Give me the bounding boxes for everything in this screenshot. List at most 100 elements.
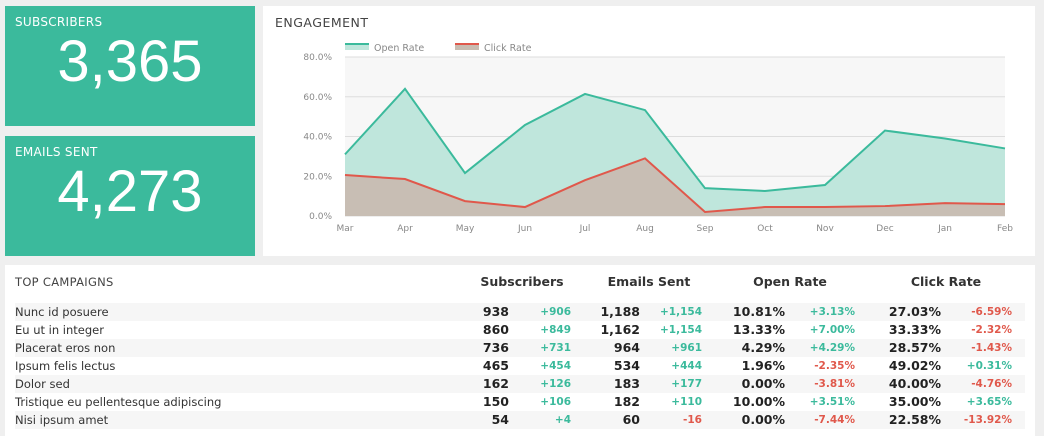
emails-sent-value: 4,273 [57,159,203,224]
emails-sent-label: EMAILS SENT [15,145,98,159]
chart-title: ENGAGEMENT [275,15,369,30]
subscribers-tile: SUBSCRIBERS 3,365 [5,6,255,126]
subscribers: 860 [482,322,509,337]
table-row[interactable]: Ipsum felis lectus 465 +454 534 +444 1.96% -2.… [15,357,1025,375]
table-row[interactable]: Nunc id posuere 938 +906 1,188 +1,154 10.81% +… [15,303,1025,321]
click-rate: 40.00% [888,376,941,391]
x-tick-label: Oct [757,224,773,234]
table-row[interactable]: Nisi ipsum amet 54 +4 60 -16 0.00% -7.44% 22.58… [15,411,1025,429]
click-rate-delta: -4.76% [971,378,1012,390]
x-tick-label: Jun [517,224,532,234]
emails-sent-delta: +1,154 [659,306,702,318]
open-rate: 10.81% [732,304,785,319]
emails-sent-delta: -16 [683,414,702,426]
header-open-rate[interactable]: Open Rate [753,274,827,289]
subscribers: 465 [482,358,509,373]
x-tick-label: Feb [997,224,1013,234]
y-tick-label: 40.0% [303,133,332,143]
emails-sent: 1,188 [600,304,640,319]
engagement-chart-card: ENGAGEMENT 0.0% 20.0% 40.0% 60.0% 80.0% Mar Ap… [263,6,1035,256]
subscribers: 938 [482,304,509,319]
campaign-name: Ipsum felis lectus [15,359,116,373]
open-rate-delta: +3.51% [809,396,855,408]
open-rate: 0.00% [741,412,785,427]
area-click-rate [345,158,1005,216]
click-rate: 33.33% [888,322,941,337]
open-rate-delta: +4.29% [809,342,855,354]
legend-swatch [345,44,369,50]
y-tick-label: 0.0% [309,212,332,222]
subscribers-delta: +4 [554,414,571,426]
campaign-name: Nunc id posuere [15,305,109,319]
x-tick-label: Sep [697,224,714,234]
subscribers-delta: +106 [540,396,571,408]
campaign-name: Nisi ipsum amet [15,413,109,427]
subscribers-label: SUBSCRIBERS [15,15,103,29]
header-emails-sent[interactable]: Emails Sent [607,274,691,289]
legend-label: Click Rate [484,43,532,54]
subscribers: 54 [491,412,509,427]
header-click-rate[interactable]: Click Rate [910,274,982,289]
y-tick-label: 80.0% [303,53,332,63]
line-click-rate [344,157,1006,214]
area-open-rate [345,88,1005,216]
emails-sent-delta: +961 [671,342,702,354]
emails-sent-delta: +1,154 [659,324,702,336]
emails-sent-delta: +110 [671,396,702,408]
legend-swatch [455,44,479,50]
click-rate-delta: -2.32% [971,324,1012,336]
click-rate: 35.00% [888,394,941,409]
click-rate-delta: +3.65% [966,396,1012,408]
x-tick-label: Apr [397,224,413,234]
emails-sent: 182 [613,394,640,409]
open-rate-delta: -3.81% [814,378,855,390]
campaign-name: Placerat eros non [15,341,116,355]
subscribers: 150 [482,394,509,409]
open-rate-delta: +3.13% [809,306,855,318]
line-open-rate [344,87,1006,192]
campaign-name: Tristique eu pellentesque adipiscing [15,395,222,409]
emails-sent: 1,162 [600,322,640,337]
y-tick-label: 60.0% [303,93,332,103]
subscribers-delta: +126 [540,378,571,390]
open-rate: 0.00% [741,376,785,391]
campaign-name: Dolor sed [15,377,70,391]
emails-sent: 534 [613,358,640,373]
emails-sent-delta: +444 [671,360,702,372]
click-rate: 28.57% [888,340,941,355]
click-rate-delta: +0.31% [966,360,1012,372]
open-rate-delta: -7.44% [814,414,855,426]
subscribers-delta: +849 [540,324,571,336]
legend-label: Open Rate [374,43,424,54]
emails-sent-tile: EMAILS SENT 4,273 [5,136,255,256]
x-tick-label: Nov [816,224,834,234]
x-tick-label: May [456,224,475,234]
emails-sent-delta: +177 [671,378,702,390]
subscribers-value: 3,365 [57,29,203,94]
open-rate: 10.00% [732,394,785,409]
open-rate: 4.29% [741,340,785,355]
click-rate-delta: -6.59% [971,306,1012,318]
emails-sent: 183 [613,376,640,391]
click-rate: 22.58% [888,412,941,427]
subscribers-delta: +906 [540,306,571,318]
open-rate-delta: -2.35% [814,360,855,372]
subscribers-delta: +454 [540,360,571,372]
open-rate-delta: +7.00% [809,324,855,336]
emails-sent: 964 [613,340,640,355]
click-rate: 49.02% [888,358,941,373]
table-row[interactable]: Eu ut in integer 860 +849 1,162 +1,154 13.33%… [15,321,1025,339]
click-rate: 27.03% [888,304,941,319]
table-row[interactable]: Placerat eros non 736 +731 964 +961 4.29% +4.2… [15,339,1025,357]
table-row[interactable]: Dolor sed 162 +126 183 +177 0.00% -3.81% 40.00%… [15,375,1025,393]
top-campaigns-card: TOP CAMPAIGNS Subscribers Emails Sent Op… [5,265,1035,436]
x-tick-label: Jul [579,224,591,234]
open-rate: 13.33% [732,322,785,337]
y-tick-label: 20.0% [303,172,332,182]
click-rate-delta: -13.92% [963,414,1012,426]
table-row[interactable]: Tristique eu pellentesque adipiscing 150 +… [15,393,1025,411]
click-rate-delta: -1.43% [971,342,1012,354]
subscribers-delta: +731 [540,342,571,354]
x-tick-label: Mar [337,224,354,234]
header-subscribers[interactable]: Subscribers [480,274,564,289]
